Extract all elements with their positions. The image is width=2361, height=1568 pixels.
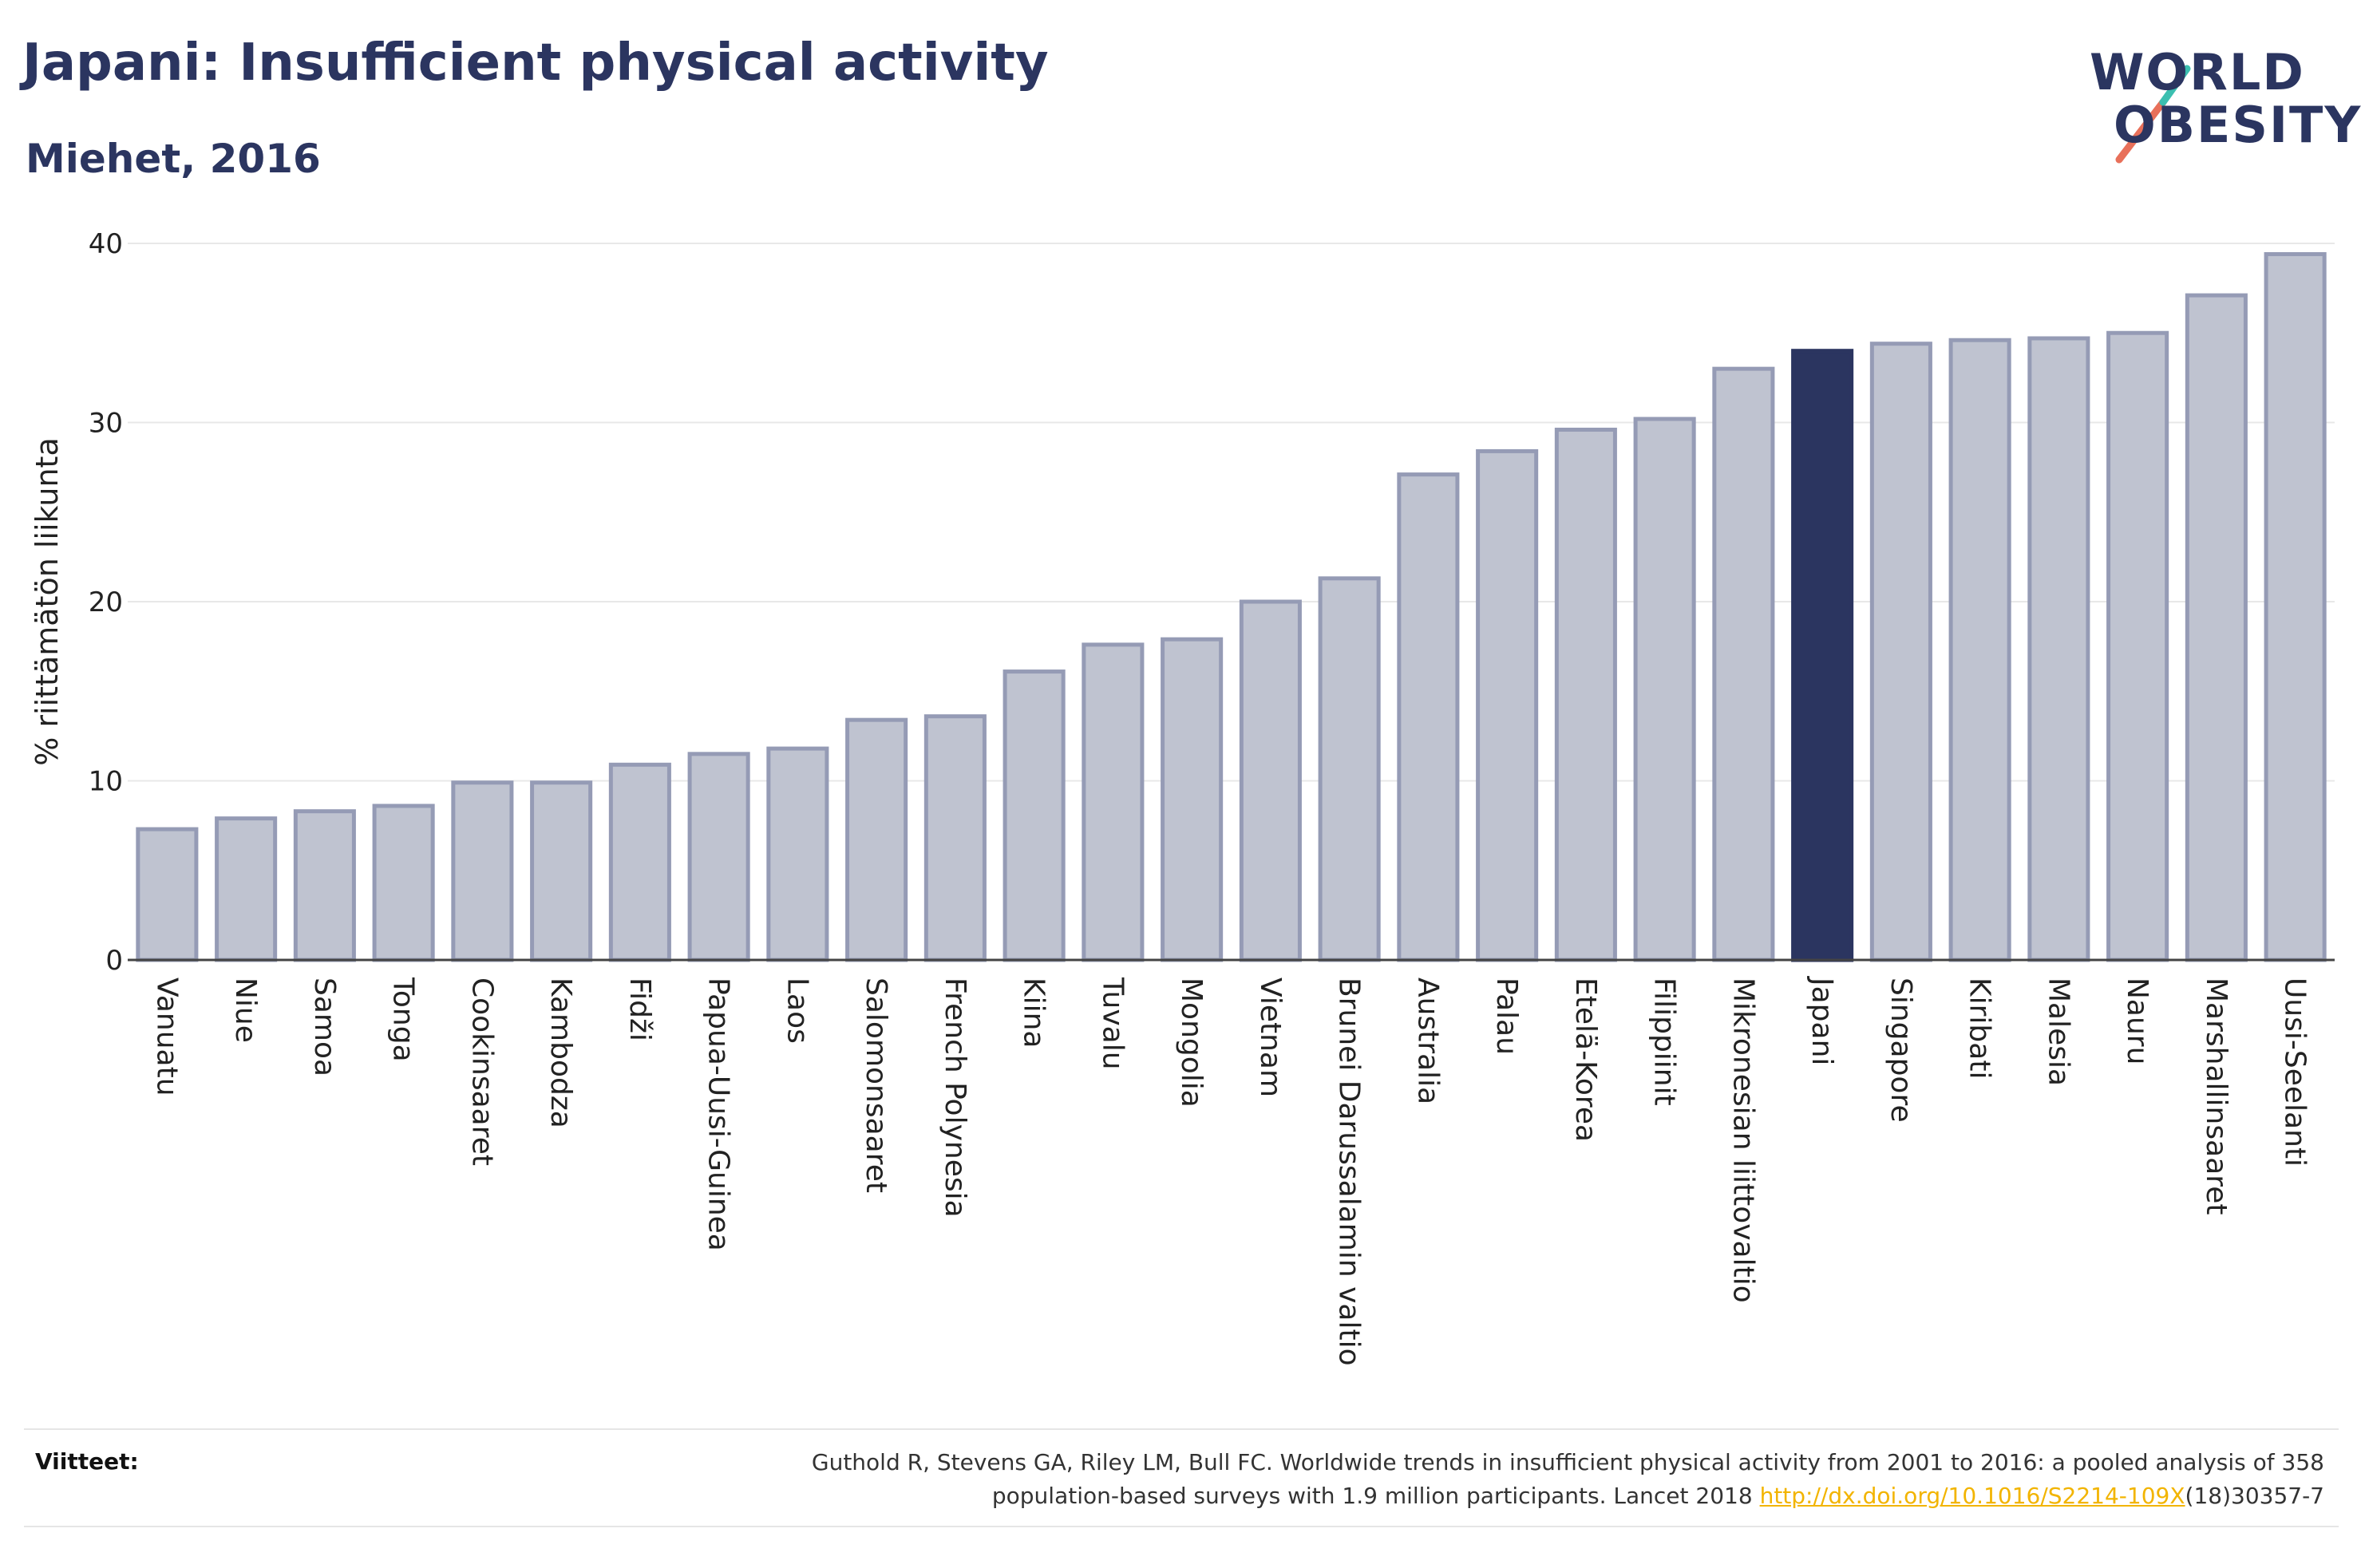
x-tick-label: Salomonsaaret — [860, 978, 892, 1193]
x-tick-label: Vanuatu — [150, 978, 183, 1096]
bar — [372, 804, 435, 962]
x-tick-label: Fidži — [623, 978, 656, 1041]
reference-line-1: Guthold R, Stevens GA, Riley LM, Bull FC… — [811, 1449, 2324, 1475]
bar — [1003, 669, 1066, 962]
x-tick-label: Brunei Darussalamin valtio — [1333, 978, 1366, 1366]
x-tick-label: Cookinsaaret — [465, 978, 498, 1166]
bar — [1161, 637, 1224, 962]
bar — [530, 780, 593, 962]
bar — [1554, 427, 1617, 962]
bar-chart: 0 10 20 30 40 % riittämätön liikunta Vanuatu Ni… — [30, 228, 2335, 1366]
chart-title: Japani: Insufficient physical activity — [22, 34, 1049, 93]
x-tick-label: Mikronesian liittovaltio — [1726, 978, 1759, 1303]
bar — [1082, 642, 1145, 962]
logo-text-world: WORLD — [2090, 43, 2305, 101]
bar — [608, 762, 671, 962]
bar — [215, 816, 278, 962]
x-tick-label: Samoa — [308, 978, 341, 1076]
x-tick-label: Nauru — [2121, 978, 2153, 1064]
x-tick-label: Niue — [229, 978, 262, 1043]
x-tick-label: Kiribati — [1964, 978, 1996, 1079]
y-tick-label: 10 — [89, 766, 123, 798]
x-tick-label: French Polynesia — [939, 978, 971, 1218]
bar — [766, 746, 829, 962]
x-tick-label: Kiina — [1018, 978, 1050, 1049]
x-tick-label: Vietnam — [1254, 978, 1287, 1097]
references-text: Guthold R, Stevens GA, Riley LM, Bull FC… — [812, 1446, 2324, 1513]
x-tick-label: Singapore — [1884, 978, 1917, 1123]
x-tick-label: Tuvalu — [1096, 977, 1129, 1070]
y-tick-label: 40 — [89, 228, 123, 260]
references-divider-top — [24, 1428, 2339, 1430]
y-tick-label: 0 — [105, 945, 123, 977]
x-tick-label: Uusi-Seelanti — [2279, 978, 2312, 1167]
chart-subtitle: Miehet, 2016 — [26, 136, 321, 182]
bar — [1633, 417, 1696, 962]
logo-slash-icon — [2115, 65, 2191, 164]
bar — [1318, 576, 1381, 962]
bar — [1239, 599, 1302, 962]
references-label: Viitteet: — [35, 1448, 139, 1475]
bar — [2264, 251, 2327, 962]
bar — [1791, 349, 1854, 962]
bar — [136, 827, 199, 962]
logo-text-obesity: OBESITY — [2114, 96, 2361, 154]
y-axis-title: % riittämätön liikunta — [30, 437, 65, 766]
reference-line-2-start: population-based surveys with 1.9 millio… — [991, 1483, 1760, 1509]
x-tick-label: Kambodza — [544, 978, 577, 1128]
bar — [2027, 336, 2090, 962]
x-tick-label: Tonga — [387, 977, 420, 1062]
references-divider-bottom — [24, 1526, 2339, 1527]
doi-link[interactable]: http://dx.doi.org/10.1016/S2214-109X — [1759, 1483, 2185, 1509]
bar — [1397, 472, 1460, 962]
bar — [923, 714, 987, 962]
x-tick-label: Mongolia — [1175, 978, 1208, 1108]
x-tick-label: Japani — [1805, 976, 1838, 1065]
reference-line-2-end: (18)30357-7 — [2185, 1483, 2324, 1509]
x-tick-label: Papua-Uusi-Guinea — [702, 978, 735, 1251]
y-tick-label: 30 — [89, 408, 123, 440]
bar — [2185, 293, 2248, 962]
bar — [451, 780, 514, 962]
bar — [1869, 342, 1932, 962]
bar — [1948, 338, 2011, 962]
y-tick-label: 20 — [89, 587, 123, 618]
bar — [687, 752, 750, 962]
bar — [1712, 366, 1775, 962]
x-tick-label: Palau — [1490, 978, 1523, 1055]
bar — [845, 717, 908, 962]
x-tick-label: Laos — [781, 978, 813, 1044]
x-tick-label: Etelä-Korea — [1569, 978, 1602, 1142]
x-tick-label: Australia — [1411, 978, 1444, 1104]
reference-line-2: population-based surveys with 1.9 millio… — [812, 1479, 2324, 1513]
x-tick-label: Filippiinit — [1648, 978, 1681, 1106]
bar — [1476, 448, 1539, 962]
x-tick-label: Marshallinsaaret — [2200, 978, 2232, 1215]
world-obesity-logo: WORLD OBESITY — [2075, 40, 2360, 168]
x-tick-label: Malesia — [2042, 978, 2074, 1086]
bar — [293, 809, 356, 962]
bar — [2106, 330, 2169, 962]
